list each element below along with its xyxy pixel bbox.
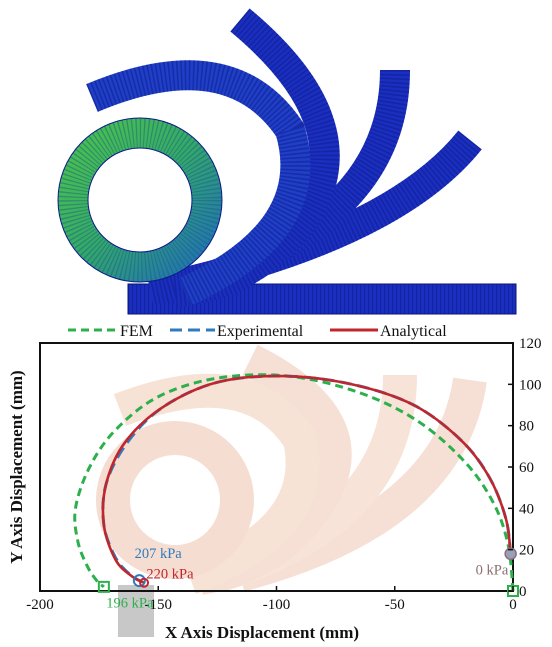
photo-actuator-base xyxy=(118,585,154,637)
x-tick-label: -100 xyxy=(263,597,291,613)
pressure-label: 196 kPa xyxy=(106,596,154,612)
marker-experimental-end xyxy=(132,574,146,588)
x-tick-label: 0 xyxy=(509,597,517,613)
photo-actuator-ring xyxy=(96,421,254,579)
legend-label-analytical: Analytical xyxy=(380,323,447,340)
displacement-chart: -200 -150 -100 -50 0 0 20 40 60 80 100 120 0 kPa 20… xyxy=(7,336,542,642)
marker-start-point xyxy=(504,547,517,561)
x-axis-ticks: -200 -150 -100 -50 0 xyxy=(26,586,517,613)
fem-simulation-panel xyxy=(57,8,517,315)
chart-legend: FEM Experimental Analytical xyxy=(68,323,447,340)
pressure-label: 0 kPa xyxy=(476,562,509,578)
y-axis-title: Y Axis Displacement (mm) xyxy=(7,370,26,563)
fem-ring-outer-edge xyxy=(57,117,223,283)
marker-analytical-end xyxy=(139,577,150,588)
x-axis-title: X Axis Displacement (mm) xyxy=(165,623,359,642)
y-tick-label: 120 xyxy=(519,336,542,352)
pressure-annotations: 0 kPa 207 kPa 220 kPa 196 kPa xyxy=(106,546,509,612)
fem-actuator-coiled-ring xyxy=(58,118,222,282)
fem-actuator-bend-4-edge xyxy=(86,60,311,306)
experiment-photo-backdrop xyxy=(96,344,487,637)
y-axis-ticks: 0 20 40 60 80 100 120 xyxy=(508,336,542,600)
legend-label-fem: FEM xyxy=(120,323,153,340)
series-line-analytical xyxy=(101,374,512,584)
series-layer xyxy=(73,373,515,592)
legend-label-experimental: Experimental xyxy=(217,323,304,340)
y-tick-label: 40 xyxy=(519,501,534,517)
marker-fem-end xyxy=(97,580,110,593)
series-line-fem xyxy=(73,373,515,592)
y-tick-label: 60 xyxy=(519,460,534,476)
y-tick-label: 20 xyxy=(519,543,534,559)
y-tick-label: 0 xyxy=(519,584,527,600)
fem-actuator-coiled-ring-mesh xyxy=(58,118,222,282)
pressure-label: 220 kPa xyxy=(146,567,194,583)
x-tick-label: -200 xyxy=(26,597,54,613)
fem-ring-inner-edge xyxy=(87,147,193,253)
y-tick-label: 80 xyxy=(519,419,534,435)
fem-actuator-bend-2-edge xyxy=(161,69,410,305)
x-tick-label: -50 xyxy=(385,597,405,613)
x-tick-label: -150 xyxy=(145,597,173,613)
pressure-label: 207 kPa xyxy=(135,546,183,562)
y-tick-label: 100 xyxy=(519,377,542,393)
